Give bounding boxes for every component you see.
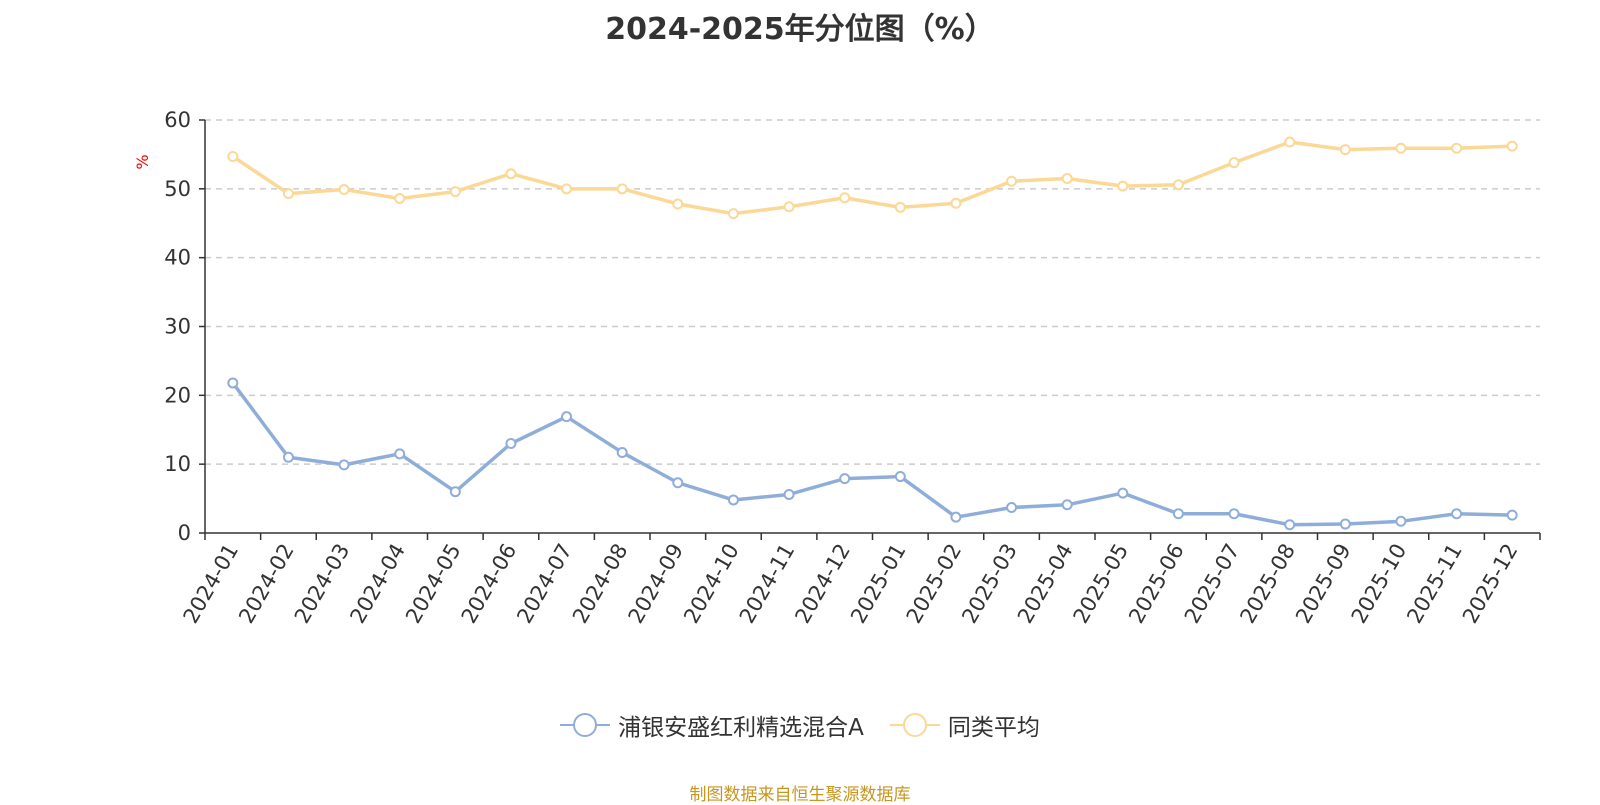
- series-1-point-2025-04: [1061, 499, 1073, 511]
- x-tick-label-2024-12: 2024-12: [790, 540, 855, 628]
- y-tick-label-30: 30: [164, 315, 191, 339]
- legend-item-series-1[interactable]: 浦银安盛红利精选混合A: [560, 708, 864, 742]
- series-2-point-2025-01: [894, 201, 906, 213]
- x-tick-label-2024-05: 2024-05: [401, 540, 466, 628]
- series-2-point-2024-01: [227, 150, 239, 162]
- legend-item-series-2[interactable]: 同类平均: [889, 708, 1040, 742]
- x-tick-label-2024-06: 2024-06: [457, 540, 522, 628]
- series-line-2: [231, 140, 1513, 216]
- series-2-point-2025-12: [1506, 140, 1518, 152]
- line-chart: 01020304050602024-012024-022024-032024-0…: [133, 108, 1541, 628]
- series-2-point-2024-05: [449, 186, 461, 198]
- series-1-point-2024-11: [783, 488, 795, 500]
- series-1-point-2024-07: [561, 411, 573, 423]
- legend-label-series-1: 浦银安盛红利精选混合A: [618, 715, 864, 741]
- series-1-point-2024-06: [505, 438, 517, 450]
- series-2-point-2025-07: [1228, 157, 1240, 169]
- x-tick-label-2024-09: 2024-09: [623, 540, 688, 628]
- series-2-point-2024-12: [839, 192, 851, 204]
- x-tick-label-2025-01: 2025-01: [846, 540, 911, 628]
- y-axis-unit-label: %: [133, 154, 152, 169]
- series-1-point-2025-02: [950, 511, 962, 523]
- series-1-point-2025-05: [1117, 487, 1129, 499]
- x-tick-label-2025-05: 2025-05: [1068, 540, 1133, 628]
- series-2-point-2024-06: [505, 168, 517, 180]
- series-1-point-2025-10: [1395, 515, 1407, 527]
- y-tick-label-20: 20: [164, 383, 191, 407]
- y-tick-label-10: 10: [164, 452, 191, 476]
- series-1-point-2025-09: [1339, 518, 1351, 530]
- series-1-point-2024-09: [672, 477, 684, 489]
- y-tick-label-60: 60: [164, 108, 191, 132]
- series-1-point-2025-01: [894, 471, 906, 483]
- series-1-point-2024-01: [227, 377, 239, 389]
- legend-marker-series-2: [889, 713, 940, 737]
- legend: 浦银安盛红利精选混合A 同类平均: [0, 708, 1600, 742]
- series-1-point-2024-08: [616, 446, 628, 458]
- series-2-point-2025-02: [950, 197, 962, 209]
- series-1-point-2024-02: [282, 451, 294, 463]
- x-tick-label-2025-04: 2025-04: [1013, 540, 1078, 628]
- x-tick-label-2024-08: 2024-08: [568, 540, 633, 628]
- series-2-point-2024-04: [394, 192, 406, 204]
- series-2-point-2024-10: [727, 208, 739, 220]
- series-2-point-2024-11: [783, 201, 795, 213]
- x-tick-label-2025-02: 2025-02: [902, 540, 967, 628]
- series-1-point-2024-10: [727, 494, 739, 506]
- chart-title: 2024-2025年分位图（%）: [605, 12, 995, 47]
- x-tick-label-2025-07: 2025-07: [1180, 540, 1245, 628]
- series-2-point-2025-09: [1339, 144, 1351, 156]
- series-2-point-2024-03: [338, 184, 350, 196]
- x-tick-label-2024-07: 2024-07: [512, 540, 577, 628]
- series-1-point-2025-12: [1506, 509, 1518, 521]
- x-tick-label-2024-10: 2024-10: [679, 540, 744, 628]
- x-tick-label-2024-03: 2024-03: [290, 540, 355, 628]
- x-tick-label-2024-02: 2024-02: [234, 540, 299, 628]
- series-1-point-2024-03: [338, 459, 350, 471]
- x-tick-label-2025-10: 2025-10: [1347, 540, 1412, 628]
- series-1-point-2025-07: [1228, 508, 1240, 520]
- grid-lines: [205, 119, 1540, 465]
- x-tick-label-2025-09: 2025-09: [1291, 540, 1356, 628]
- x-tick-label-2024-04: 2024-04: [345, 540, 410, 628]
- y-tick-label-40: 40: [164, 246, 191, 270]
- series-2-point-2024-08: [616, 183, 628, 195]
- y-tick-label-0: 0: [178, 521, 191, 545]
- series-layer: [227, 136, 1518, 531]
- x-tick-label-2025-03: 2025-03: [957, 540, 1022, 628]
- series-2-point-2025-08: [1284, 136, 1296, 148]
- legend-label-series-2: 同类平均: [947, 715, 1040, 741]
- x-tick-label-2024-01: 2024-01: [178, 540, 243, 628]
- series-2-point-2025-11: [1451, 142, 1463, 154]
- series-2-point-2025-04: [1061, 173, 1073, 185]
- x-tick-label-2025-12: 2025-12: [1458, 540, 1523, 628]
- series-1-point-2024-04: [394, 448, 406, 460]
- series-2-point-2025-06: [1172, 179, 1184, 191]
- series-1-point-2024-05: [449, 486, 461, 498]
- x-tick-label-2025-11: 2025-11: [1402, 540, 1467, 628]
- series-1-point-2025-06: [1172, 508, 1184, 520]
- ticks: 01020304050602024-012024-022024-032024-0…: [164, 108, 1541, 628]
- series-line-1: [231, 381, 1513, 527]
- series-1-point-2025-11: [1451, 508, 1463, 520]
- y-tick-label-50: 50: [164, 177, 191, 201]
- series-2-point-2024-02: [282, 188, 294, 200]
- series-2-point-2024-07: [561, 183, 573, 195]
- source-note: 制图数据来自恒生聚源数据库: [689, 785, 911, 805]
- series-1-point-2025-08: [1284, 519, 1296, 531]
- series-2-point-2024-09: [672, 198, 684, 210]
- series-2-point-2025-03: [1006, 175, 1018, 187]
- x-tick-label-2025-08: 2025-08: [1235, 540, 1300, 628]
- series-2-point-2025-05: [1117, 180, 1129, 192]
- legend-marker-series-1: [560, 713, 611, 737]
- x-tick-label-2024-11: 2024-11: [735, 540, 800, 628]
- series-1-point-2024-12: [839, 473, 851, 485]
- series-1-point-2025-03: [1006, 502, 1018, 514]
- x-tick-label-2025-06: 2025-06: [1124, 540, 1189, 628]
- series-2-point-2025-10: [1395, 142, 1407, 154]
